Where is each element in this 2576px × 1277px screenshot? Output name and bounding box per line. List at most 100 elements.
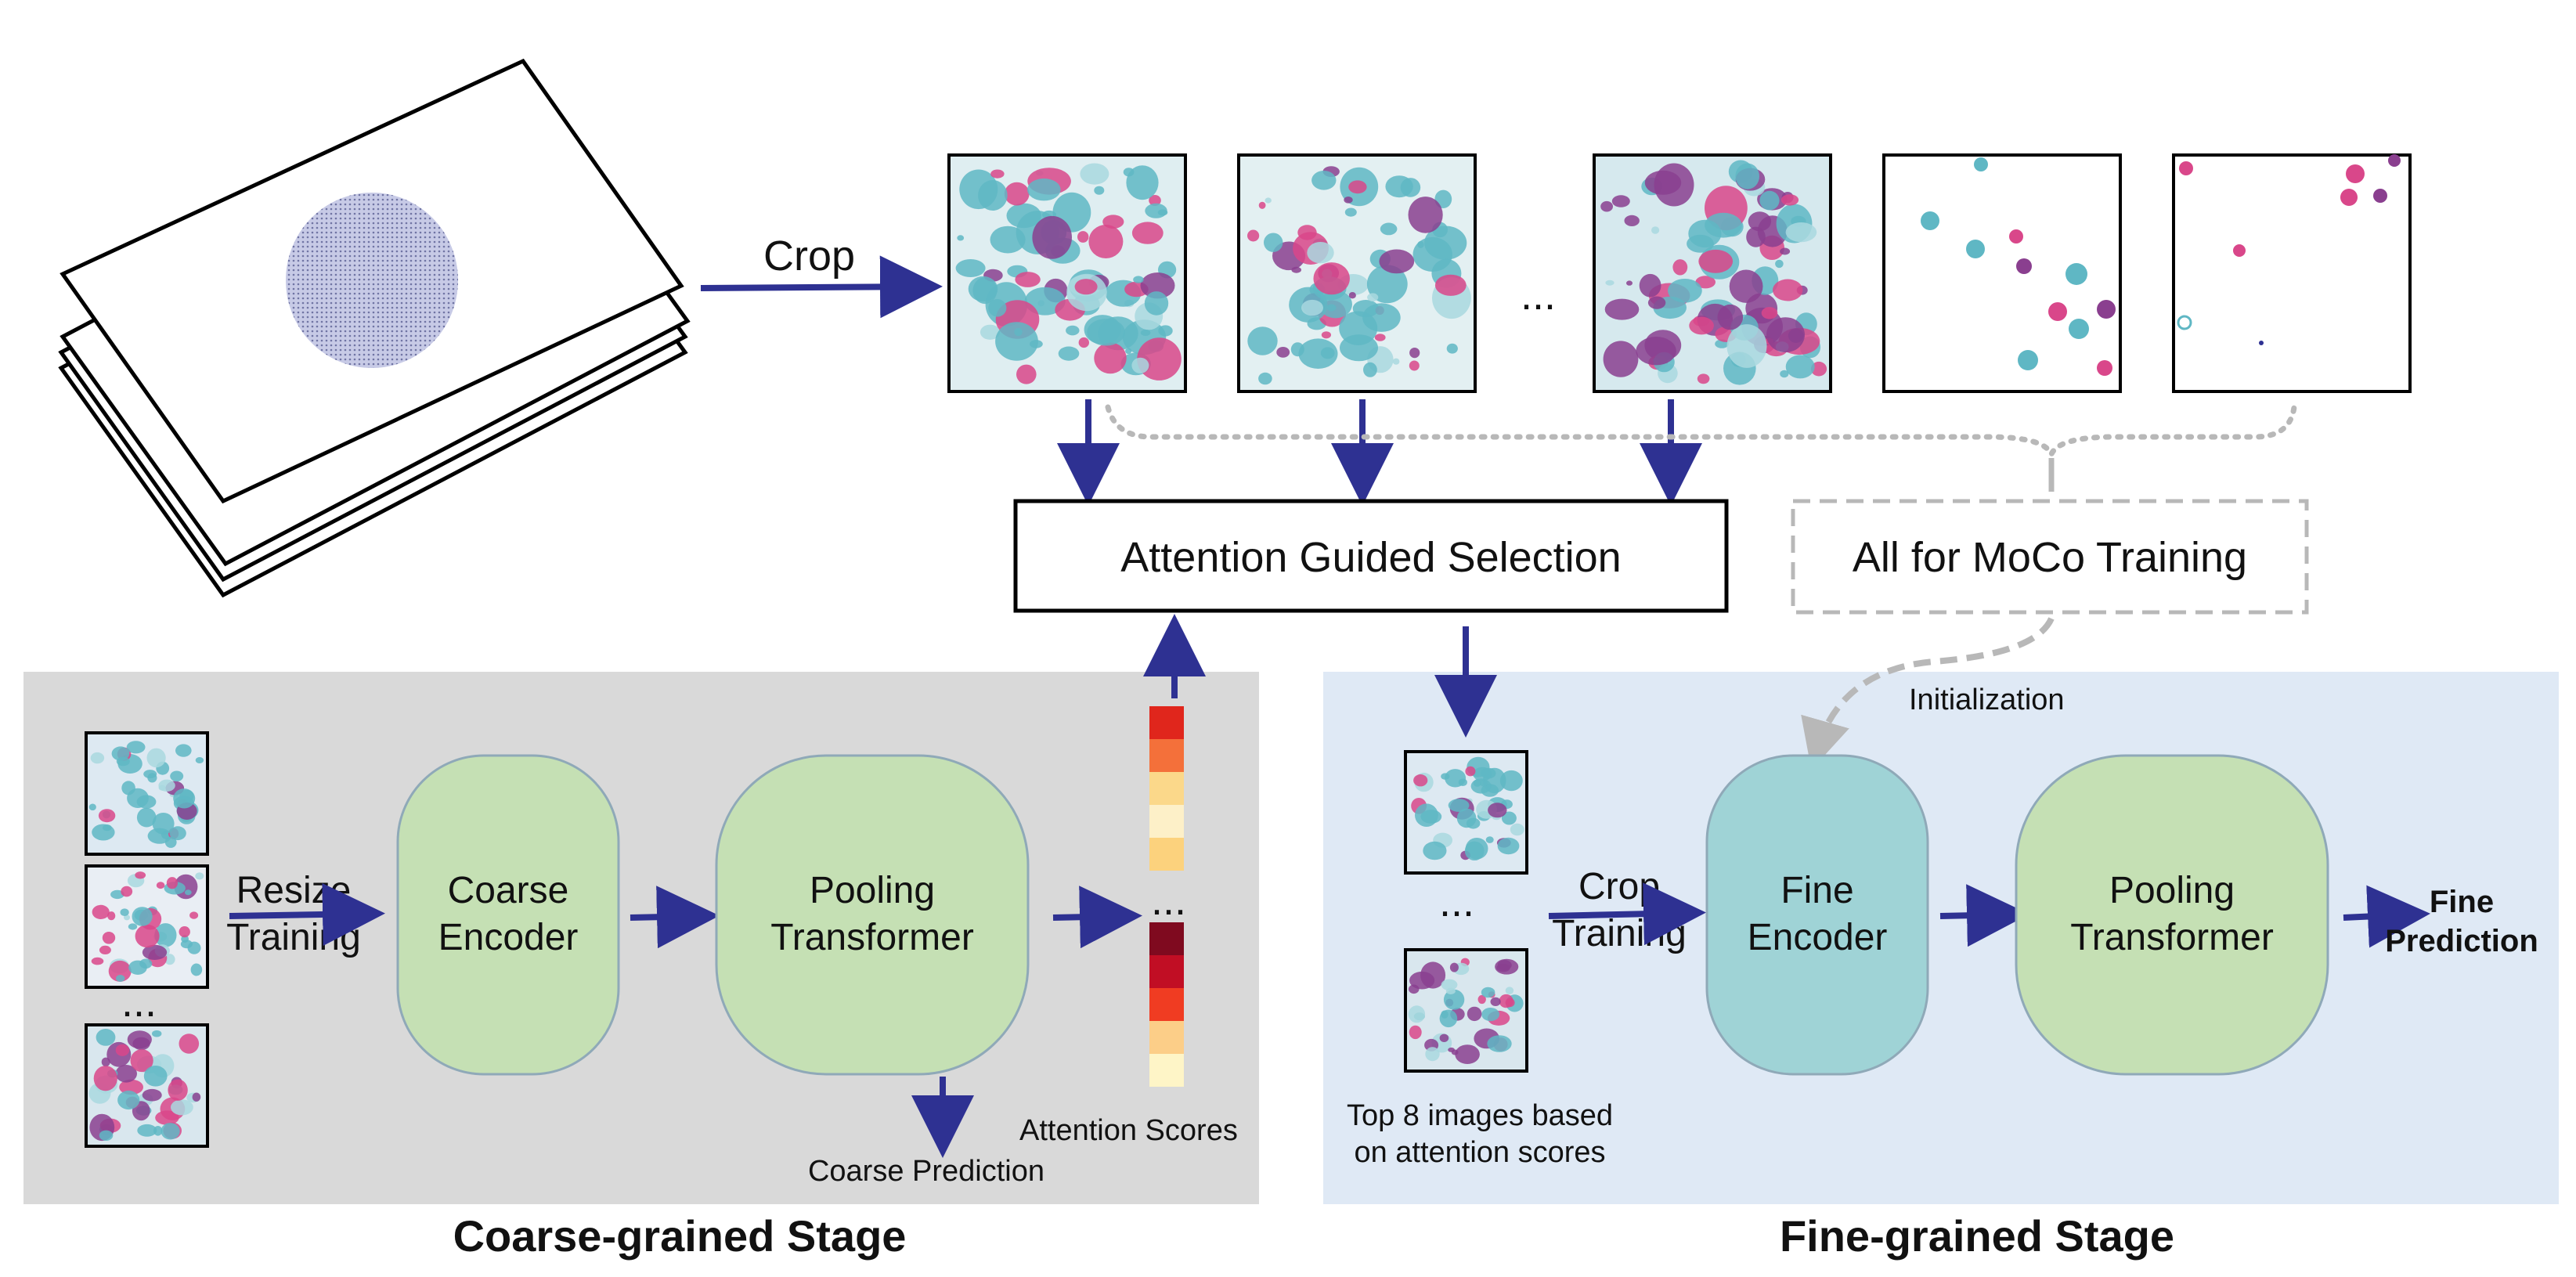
cell [130,1049,153,1073]
cell [1247,229,1260,242]
fine-encoder-block [1705,754,1929,1076]
cell [1058,346,1080,361]
fine-encoder-to-pooling-arrow [1939,884,2029,947]
coarse-thumbnails-ellipsis: ... [121,979,157,1026]
cell [1505,998,1515,1008]
pooling-to-attention-scores-arrow [1052,886,1142,949]
cell [1775,259,1784,269]
cell [1603,341,1639,377]
patch-5-sparse [2172,153,2412,393]
cell [164,836,177,848]
cell [1088,225,1124,258]
cell [136,795,157,809]
cell [119,1079,144,1095]
cell [1480,780,1488,787]
cell [1374,334,1386,341]
cell [1445,987,1456,994]
cell [1697,373,1710,384]
cell [1094,342,1127,374]
coarse-encoder-block [396,754,620,1076]
cell [1773,279,1803,301]
coarse-stage-panel [23,672,1259,1204]
cell [108,960,132,982]
cell [1780,247,1791,255]
cell [1326,304,1337,312]
cell [121,886,133,897]
cell [136,807,157,828]
cell [96,1029,116,1046]
cell [1313,262,1350,295]
cell [90,752,105,764]
cell [1004,182,1030,206]
attention-score-cell [1149,1054,1184,1087]
cell [1448,799,1470,812]
cell [146,748,166,768]
cell [99,1130,114,1142]
cell [1441,979,1458,991]
cell [1647,296,1666,309]
cell [166,877,178,889]
resize-training-label: Training [226,917,361,958]
cell [1759,190,1780,211]
cell [1624,215,1640,226]
cell [102,932,116,944]
cell [1032,215,1072,259]
cell [126,741,146,754]
cell [1611,195,1630,207]
cell [107,911,116,921]
attention-score-cell [1149,955,1184,988]
top8-label-2: on attention scores [1354,1136,1605,1169]
fine-prediction-label-1: Fine [2430,885,2494,919]
cell [1746,226,1766,247]
cell [1366,265,1408,304]
cell [1434,274,1467,296]
fine-thumbnail-2 [1404,948,1528,1073]
coarse-pooling-transformer-block [715,754,1030,1076]
cell [1140,272,1175,299]
cell [1264,233,1283,252]
coarse-encoder-to-pooling-arrow [630,886,720,949]
fine-pooling-label-2: Transformer [2070,917,2274,958]
cell [1761,307,1778,319]
cell [1455,1044,1480,1064]
cell [1467,1006,1482,1022]
cell [990,169,1005,179]
cell [143,770,157,779]
resize-label: Resize [236,870,352,911]
cell [1408,1005,1426,1023]
cell [173,788,196,809]
cell [1465,766,1476,777]
cell [1604,298,1640,320]
cell [1446,343,1458,354]
attention-score-cell [1149,805,1184,838]
cell [1291,266,1301,273]
cell [153,1126,163,1136]
coarse-encoder-label-1: Coarse [448,870,569,911]
cell [164,954,175,965]
patch-2 [1237,153,1477,393]
cell [1319,290,1353,319]
cell [179,1034,200,1054]
slide-stack [58,58,691,598]
coarse-pooling-label-1: Pooling [810,870,935,911]
cell [1672,259,1688,276]
cell [1409,971,1435,990]
coarse-stage-title: Coarse-grained Stage [453,1211,907,1261]
cell [955,259,986,277]
cell [1688,219,1722,248]
cell [142,944,168,960]
cell [189,911,199,919]
cell [1408,197,1443,233]
cell [1497,960,1512,971]
cell [1298,338,1338,370]
cell [995,322,1038,361]
attention-scores-label: Attention Scores [1019,1114,1238,1147]
cell [1810,361,1827,377]
cell [92,904,110,919]
cell [1644,170,1682,195]
patch-3 [1593,153,1832,393]
attention-scores-top [1149,706,1184,871]
cell [1307,242,1334,264]
cell [1080,163,1109,185]
